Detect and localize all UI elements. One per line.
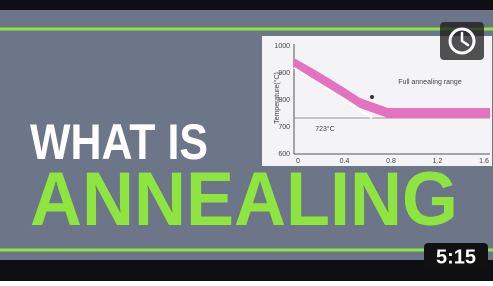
y-tick-label: 700: [278, 124, 290, 131]
video-thumbnail[interactable]: Temperature(°C) Full annealing range 723…: [0, 0, 493, 281]
y-tick-label: 900: [278, 70, 290, 77]
x-tick-label: 1.6: [479, 158, 489, 165]
marker: [370, 95, 374, 99]
annotation: Full annealing range: [398, 79, 462, 86]
temperature-label: 723°C: [315, 125, 335, 133]
y-tick-label: 1000: [274, 43, 290, 50]
watch-later-button[interactable]: [440, 22, 484, 60]
y-tick-label: 800: [278, 97, 290, 104]
headline-line: ANNEALING: [30, 157, 458, 242]
duration: 5:15: [436, 246, 476, 268]
